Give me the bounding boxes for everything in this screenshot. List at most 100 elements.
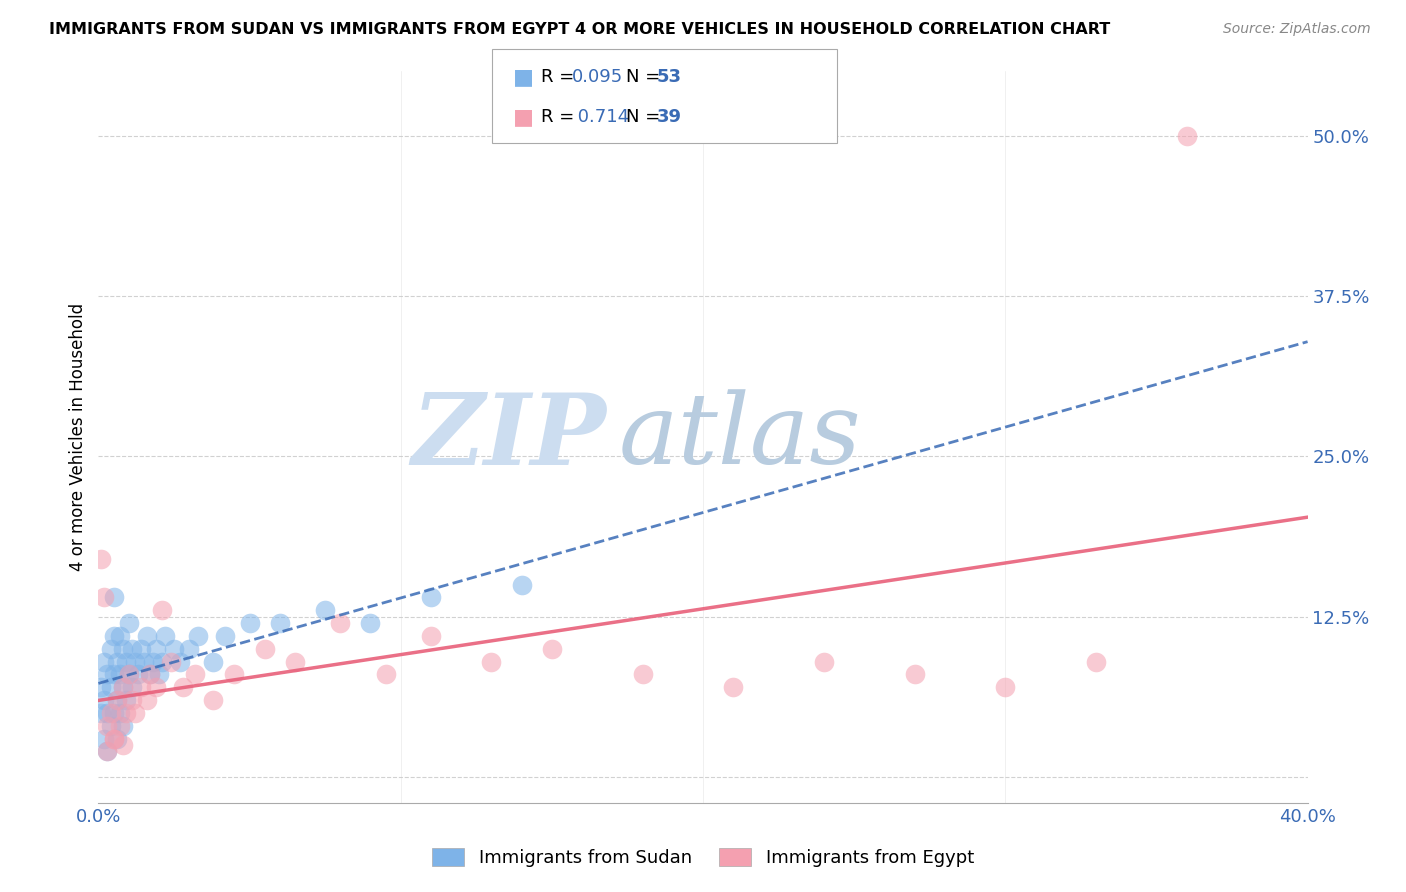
Point (121, 693, 143, 707)
Text: 53: 53 (657, 69, 682, 87)
Point (103, 706, 125, 720)
Text: 0.714: 0.714 (572, 108, 630, 126)
Point (93, 731, 115, 746)
Point (103, 629, 125, 643)
Point (105, 693, 128, 707)
Text: ■: ■ (513, 67, 534, 87)
Point (202, 655, 225, 669)
Point (108, 719, 131, 733)
Point (139, 667, 162, 681)
Point (172, 681, 194, 695)
Point (90, 681, 112, 695)
Point (90, 552, 112, 566)
Point (420, 591, 443, 605)
Point (253, 641, 276, 656)
Point (100, 641, 122, 656)
Point (420, 629, 443, 643)
Point (1085, 655, 1108, 669)
Point (111, 681, 134, 695)
Point (723, 681, 745, 695)
Point (90, 706, 112, 720)
Point (631, 667, 654, 681)
Text: Source: ZipAtlas.com: Source: ZipAtlas.com (1223, 22, 1371, 37)
Point (187, 629, 209, 643)
Point (124, 706, 146, 720)
Point (540, 641, 562, 656)
Point (214, 629, 236, 643)
Point (111, 719, 134, 733)
Point (103, 667, 125, 681)
Point (148, 667, 170, 681)
Text: ZIP: ZIP (412, 389, 606, 485)
Point (904, 667, 927, 681)
Point (224, 667, 246, 681)
Point (314, 603, 336, 617)
Point (994, 681, 1017, 695)
Point (114, 706, 136, 720)
Point (114, 655, 136, 669)
Legend: Immigrants from Sudan, Immigrants from Egypt: Immigrants from Sudan, Immigrants from E… (425, 840, 981, 874)
Point (374, 667, 396, 681)
Point (127, 667, 149, 681)
Point (510, 577, 533, 591)
Point (129, 641, 152, 656)
Point (93, 655, 115, 669)
Point (93, 693, 115, 707)
Point (129, 681, 152, 695)
Text: N =: N = (626, 69, 665, 87)
Point (813, 655, 835, 669)
Point (96, 744, 118, 758)
Text: R =: R = (541, 69, 581, 87)
Point (132, 655, 155, 669)
Point (96, 667, 118, 681)
Text: R =: R = (541, 108, 581, 126)
Point (96, 719, 118, 733)
Point (100, 719, 122, 733)
Point (135, 693, 157, 707)
Point (150, 603, 173, 617)
Point (105, 655, 128, 669)
Point (179, 641, 201, 656)
Point (160, 655, 183, 669)
Text: 39: 39 (657, 108, 682, 126)
Point (145, 681, 167, 695)
Text: IMMIGRANTS FROM SUDAN VS IMMIGRANTS FROM EGYPT 4 OR MORE VEHICLES IN HOUSEHOLD C: IMMIGRANTS FROM SUDAN VS IMMIGRANTS FROM… (49, 22, 1111, 37)
Text: N =: N = (626, 108, 665, 126)
Point (145, 641, 167, 656)
Point (139, 667, 162, 681)
Point (111, 641, 134, 656)
Point (169, 655, 191, 669)
Point (239, 616, 262, 631)
Point (96, 706, 118, 720)
Point (111, 738, 134, 752)
Point (481, 655, 503, 669)
Point (103, 591, 125, 605)
Point (121, 641, 143, 656)
Point (121, 681, 143, 695)
Point (103, 731, 125, 746)
Point (329, 616, 352, 631)
Point (135, 629, 157, 643)
Point (96, 744, 118, 758)
Point (103, 731, 125, 746)
Y-axis label: 4 or more Vehicles in Household: 4 or more Vehicles in Household (69, 303, 87, 571)
Point (93, 591, 115, 605)
Point (105, 731, 128, 746)
Point (100, 681, 122, 695)
Point (118, 616, 141, 631)
Point (108, 667, 131, 681)
Point (118, 667, 141, 681)
Point (202, 693, 225, 707)
Text: atlas: atlas (619, 390, 860, 484)
Point (100, 706, 122, 720)
Point (124, 655, 146, 669)
Point (360, 616, 382, 631)
Point (108, 629, 131, 643)
Text: 0.095: 0.095 (572, 69, 623, 87)
Point (284, 655, 307, 669)
Point (108, 706, 131, 720)
Point (163, 641, 186, 656)
Point (153, 629, 176, 643)
Point (142, 655, 165, 669)
Point (1175, 128, 1198, 143)
